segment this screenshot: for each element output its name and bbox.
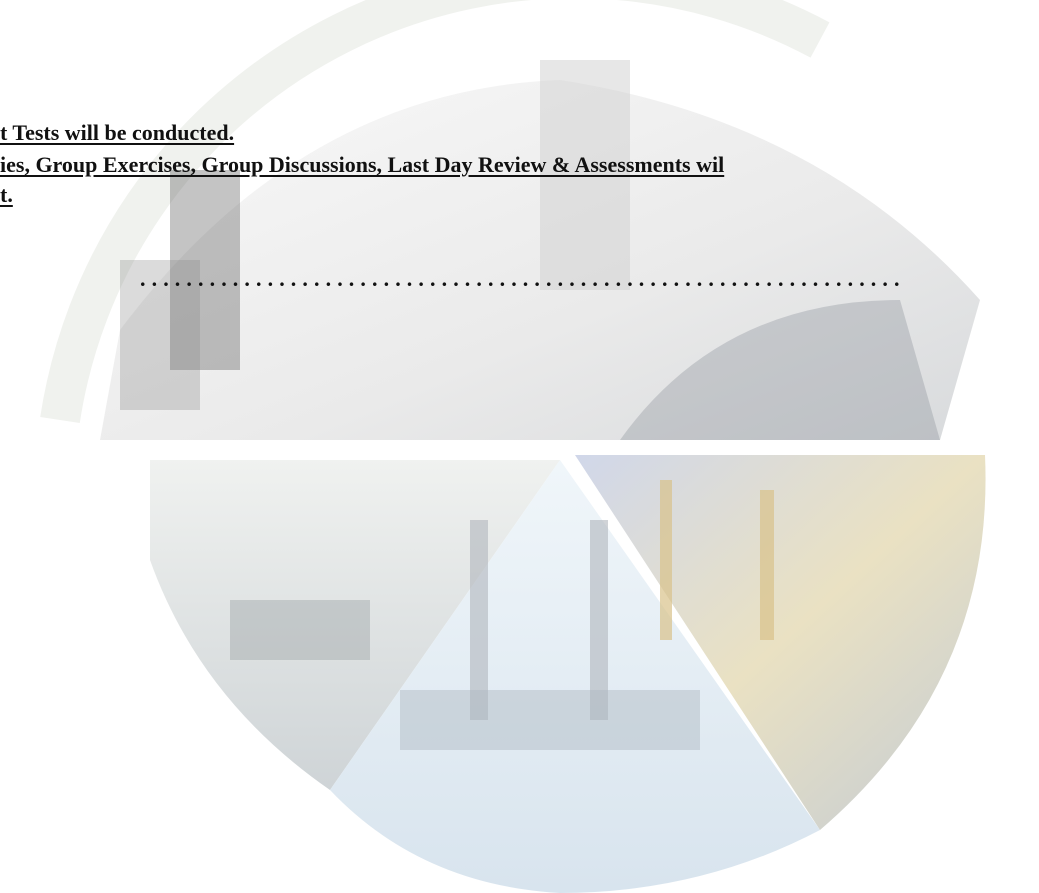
text-line: t Tests will be conducted. bbox=[0, 120, 234, 146]
text-line: ies, Group Exercises, Group Discussions,… bbox=[0, 152, 724, 178]
page: t Tests will be conducted. ies, Group Ex… bbox=[0, 0, 1039, 893]
text-line: t. bbox=[0, 182, 13, 208]
dotted-separator: ........................................… bbox=[140, 266, 906, 292]
